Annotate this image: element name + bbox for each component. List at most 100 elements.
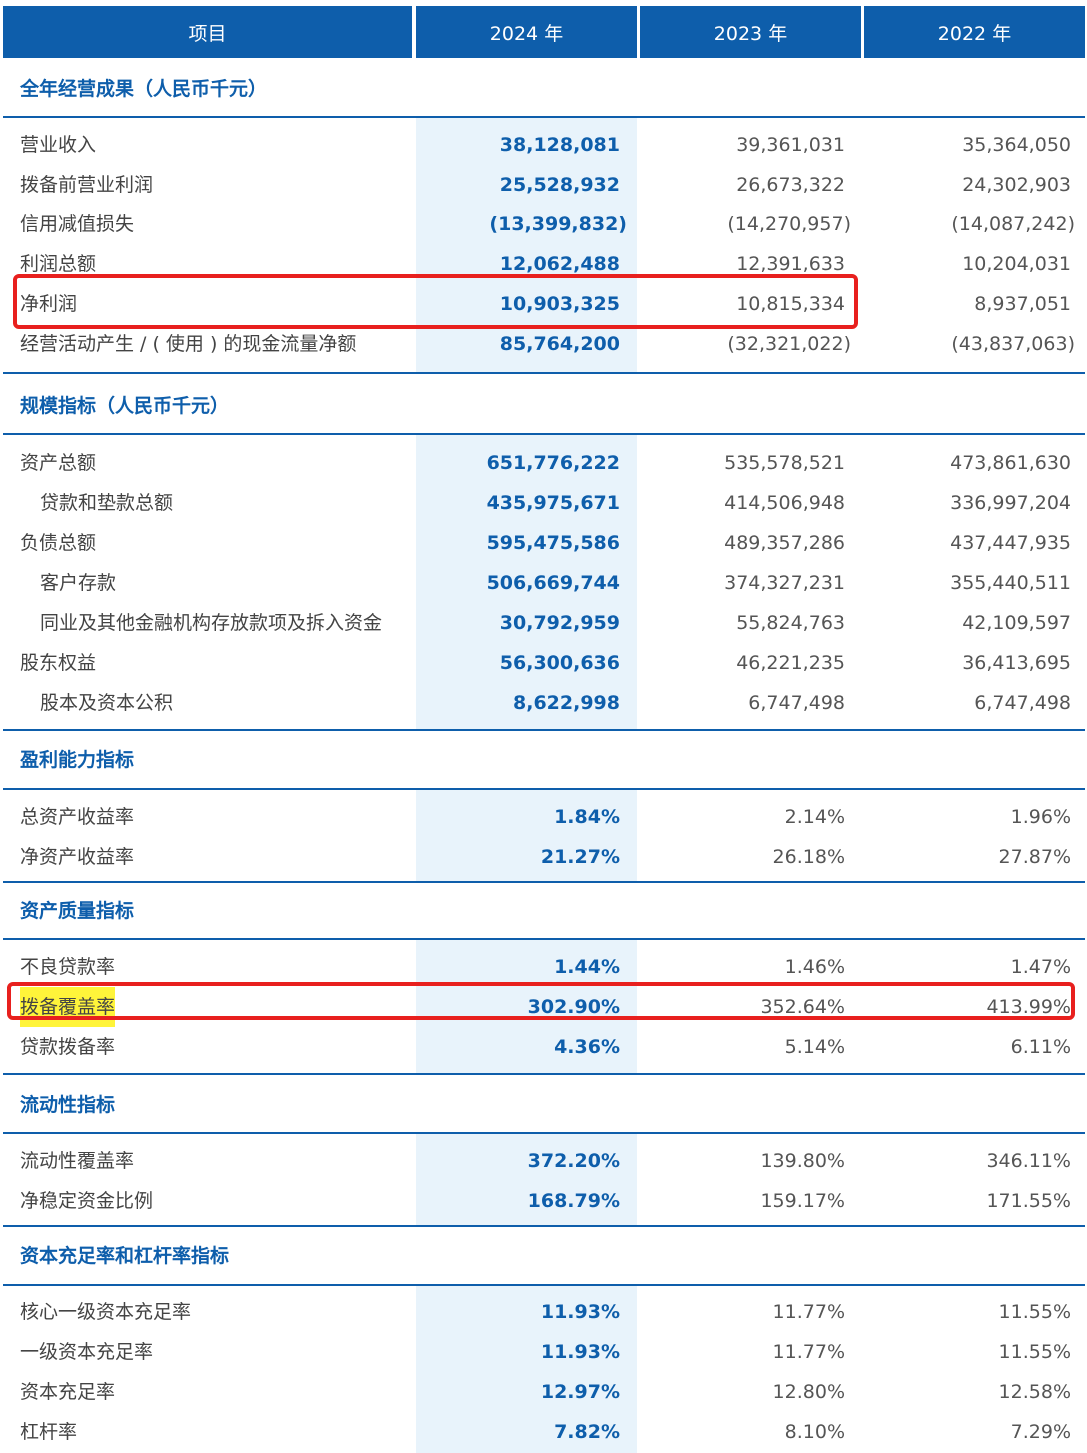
- value-2023: 26,673,322: [736, 174, 845, 196]
- divider: [3, 881, 1085, 883]
- col-highlight: [416, 435, 637, 730]
- value-2024: 56,300,636: [499, 652, 620, 674]
- table-row: 贷款和垫款总额 435,975,671 414,506,948 336,997,…: [0, 483, 1087, 523]
- value-2022: 27.87%: [998, 846, 1071, 868]
- table-row: 经营活动产生 / ( 使用 ) 的现金流量净额 85,764,200 (32,3…: [0, 324, 1087, 364]
- table-row: 负债总额 595,475,586 489,357,286 437,447,935: [0, 523, 1087, 563]
- row-label-highlighted: 拨备覆盖率: [20, 987, 116, 1027]
- table-row: 净资产收益率 21.27% 26.18% 27.87%: [0, 837, 1087, 877]
- value-2024: 7.82%: [554, 1421, 620, 1443]
- value-2022: 336,997,204: [950, 492, 1071, 514]
- divider: [3, 729, 1085, 731]
- value-2022: 36,413,695: [962, 652, 1071, 674]
- value-2024: 10,903,325: [499, 293, 620, 315]
- header-2023: 2023 年: [640, 6, 861, 58]
- value-2022: 42,109,597: [962, 612, 1071, 634]
- col-highlight: [416, 1286, 637, 1453]
- value-2024: 651,776,222: [486, 452, 620, 474]
- value-2022: 10,204,031: [962, 253, 1071, 275]
- value-2023: 12.80%: [772, 1381, 845, 1403]
- value-2022: 24,302,903: [962, 174, 1071, 196]
- value-2024: 595,475,586: [486, 532, 620, 554]
- row-label: 营业收入: [20, 134, 97, 156]
- row-label: 不良贷款率: [20, 956, 116, 978]
- row-label: 资产总额: [20, 452, 97, 474]
- value-2022: 35,364,050: [962, 134, 1071, 156]
- value-2024: 8,622,998: [513, 692, 620, 714]
- value-2022: 1.47%: [1010, 956, 1071, 978]
- table-row: 杠杆率 7.82% 8.10% 7.29%: [0, 1412, 1087, 1452]
- section-title-asset-quality: 资产质量指标: [20, 900, 135, 922]
- value-2023: 414,506,948: [724, 492, 845, 514]
- divider: [3, 1132, 1085, 1134]
- value-2023: 6,747,498: [748, 692, 845, 714]
- value-2024: 12,062,488: [499, 253, 620, 275]
- row-label: 贷款拨备率: [20, 1036, 116, 1058]
- value-2023: 374,327,231: [724, 572, 845, 594]
- value-2024: 38,128,081: [499, 134, 620, 156]
- table-row: 净稳定资金比例 168.79% 159.17% 171.55%: [0, 1181, 1087, 1221]
- value-2023: 11.77%: [772, 1301, 845, 1323]
- row-label: 利润总额: [20, 253, 97, 275]
- row-label: 负债总额: [20, 532, 97, 554]
- section-title-operating-results: 全年经营成果（人民币千元）: [20, 78, 268, 100]
- table-row: 拨备覆盖率 302.90% 352.64% 413.99%: [0, 987, 1087, 1027]
- value-2024: 11.93%: [540, 1301, 620, 1323]
- value-2022: 8,937,051: [974, 293, 1071, 315]
- annotation-box-net-profit: [13, 274, 858, 329]
- table-row: 资产总额 651,776,222 535,578,521 473,861,630: [0, 443, 1087, 483]
- row-label: 股东权益: [20, 652, 97, 674]
- row-label: 流动性覆盖率: [20, 1150, 135, 1172]
- value-2022: 473,861,630: [950, 452, 1071, 474]
- value-2022: 7.29%: [1010, 1421, 1071, 1443]
- value-2024: 168.79%: [527, 1190, 620, 1212]
- value-2022: 346.11%: [986, 1150, 1071, 1172]
- table-row: 股东权益 56,300,636 46,221,235 36,413,695: [0, 643, 1087, 683]
- row-label: 净资产收益率: [20, 846, 135, 868]
- table-row: 营业收入 38,128,081 39,361,031 35,364,050: [0, 125, 1087, 165]
- value-2022: 12.58%: [998, 1381, 1071, 1403]
- value-2024: (13,399,832): [489, 213, 627, 235]
- value-2023: 10,815,334: [736, 293, 845, 315]
- value-2022: 11.55%: [998, 1301, 1071, 1323]
- col-highlight: [416, 940, 637, 1074]
- value-2023: 11.77%: [772, 1341, 845, 1363]
- table-row: 流动性覆盖率 372.20% 139.80% 346.11%: [0, 1141, 1087, 1181]
- annotation-box-provision-coverage: [7, 982, 1075, 1020]
- value-2023: 55,824,763: [736, 612, 845, 634]
- col-highlight: [416, 118, 637, 373]
- divider: [3, 1073, 1085, 1075]
- divider: [3, 1284, 1085, 1286]
- value-2023: 159.17%: [760, 1190, 845, 1212]
- value-2022: 11.55%: [998, 1341, 1071, 1363]
- value-2022: 413.99%: [986, 996, 1071, 1018]
- value-2024: 372.20%: [527, 1150, 620, 1172]
- table-row: 利润总额 12,062,488 12,391,633 10,204,031: [0, 244, 1087, 284]
- value-2024: 85,764,200: [499, 333, 620, 355]
- table-row: 净利润 10,903,325 10,815,334 8,937,051: [0, 284, 1087, 324]
- value-2024: 30,792,959: [499, 612, 620, 634]
- table-row: 客户存款 506,669,744 374,327,231 355,440,511: [0, 563, 1087, 603]
- value-2022: (14,087,242): [951, 213, 1075, 235]
- header-2024: 2024 年: [416, 6, 637, 58]
- col-highlight: [416, 1134, 637, 1226]
- value-2023: 139.80%: [760, 1150, 845, 1172]
- row-label: 信用减值损失: [20, 213, 135, 235]
- divider: [3, 938, 1085, 940]
- value-2024: 25,528,932: [499, 174, 620, 196]
- value-2023: 1.46%: [784, 956, 845, 978]
- divider: [3, 788, 1085, 790]
- row-label: 拨备前营业利润: [20, 174, 154, 196]
- table-row: 拨备前营业利润 25,528,932 26,673,322 24,302,903: [0, 165, 1087, 205]
- row-label: 一级资本充足率: [20, 1341, 154, 1363]
- row-label: 股本及资本公积: [40, 692, 174, 714]
- divider: [3, 433, 1085, 435]
- divider: [3, 116, 1085, 118]
- value-2024: 21.27%: [540, 846, 620, 868]
- value-2022: (43,837,063): [951, 333, 1075, 355]
- value-2023: 352.64%: [760, 996, 845, 1018]
- table-row: 同业及其他金融机构存放款项及拆入资金 30,792,959 55,824,763…: [0, 603, 1087, 643]
- row-label: 经营活动产生 / ( 使用 ) 的现金流量净额: [20, 333, 357, 355]
- header-2022: 2022 年: [864, 6, 1085, 58]
- row-label: 客户存款: [40, 572, 117, 594]
